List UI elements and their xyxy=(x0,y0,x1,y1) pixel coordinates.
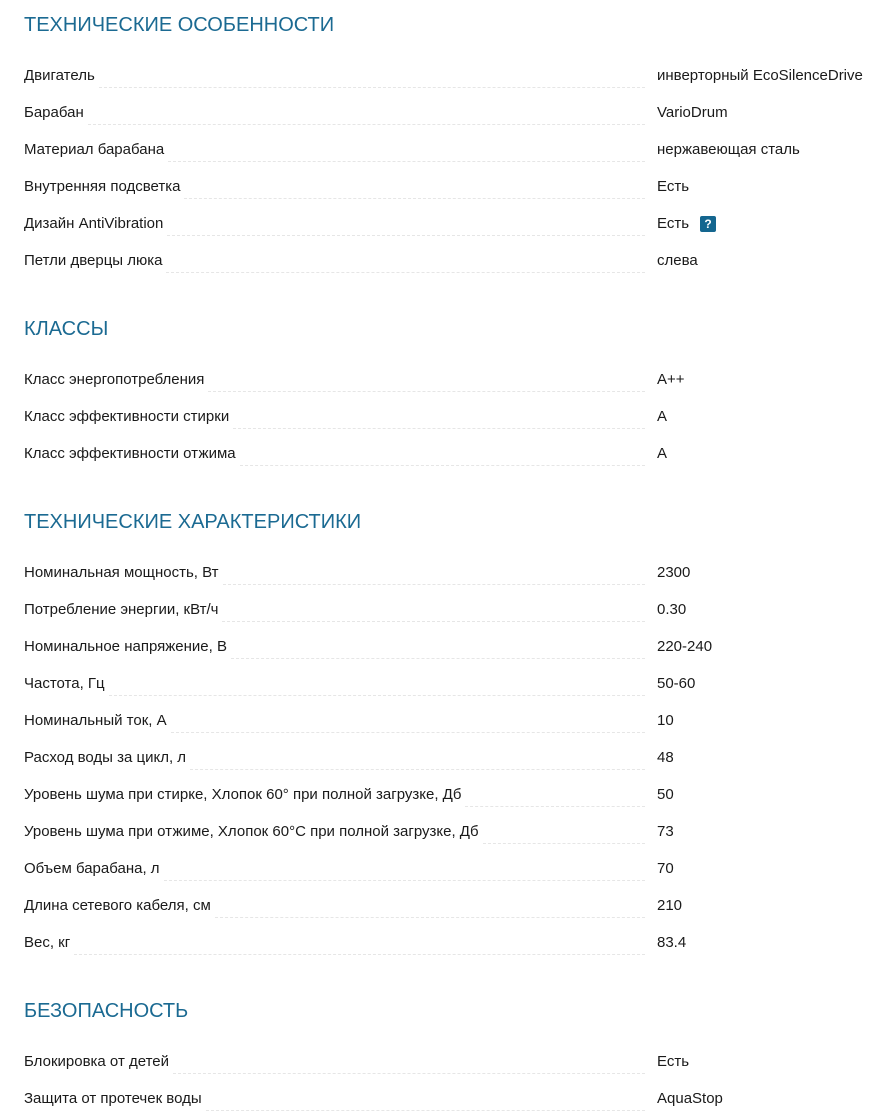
dotted-leader xyxy=(108,695,645,696)
spec-section: ТЕХНИЧЕСКИЕ ХАРАКТЕРИСТИКИ Номинальная мо… xyxy=(24,510,885,961)
section-title: ТЕХНИЧЕСКИЕ ХАРАКТЕРИСТИКИ xyxy=(24,511,362,533)
spec-row: Уровень шума при стирке, Хлопок 60° при … xyxy=(24,776,885,813)
spec-value: 2300 xyxy=(657,564,691,581)
spec-label: Потребление энергии, кВт/ч xyxy=(24,601,219,618)
dotted-leader xyxy=(98,87,645,88)
spec-row: Петли дверцы люка слева xyxy=(24,242,885,279)
spec-label: Уровень шума при отжиме, Хлопок 60°C при… xyxy=(24,823,479,840)
spec-label: Класс энергопотребления xyxy=(24,371,205,388)
dotted-leader xyxy=(205,1110,645,1111)
spec-label: Дизайн AntiVibration xyxy=(24,215,164,232)
spec-label: Номинальная мощность, Вт xyxy=(24,564,219,581)
spec-value: A xyxy=(657,445,668,462)
spec-label: Блокировка от детей xyxy=(24,1053,170,1070)
spec-value: инверторный EcoSilenceDrive xyxy=(657,67,863,84)
spec-label: Объем барабана, л xyxy=(24,860,160,877)
spec-row: Объем барабана, л 70 xyxy=(24,850,885,887)
spec-section: ТЕХНИЧЕСКИЕ ОСОБЕННОСТИ Двигатель инвертор… xyxy=(24,13,885,279)
dotted-leader xyxy=(173,1073,645,1074)
spec-label: Петли дверцы люка xyxy=(24,252,163,269)
spec-label: Частота, Гц xyxy=(24,675,105,692)
spec-value: 210 xyxy=(657,897,683,914)
spec-value: A++ xyxy=(657,371,685,388)
spec-row: Номинальное напряжение, В 220-240 xyxy=(24,628,885,665)
spec-row: Внутренняя подсветка Есть xyxy=(24,168,885,205)
spec-row: Защита от протечек воды AquaStop xyxy=(24,1080,885,1117)
spec-value: 83.4 xyxy=(657,934,687,951)
spec-row: Расход воды за цикл, л 48 xyxy=(24,739,885,776)
section-title: ТЕХНИЧЕСКИЕ ОСОБЕННОСТИ xyxy=(24,14,335,36)
spec-label: Материал барабана xyxy=(24,141,165,158)
spec-value: A xyxy=(657,408,668,425)
spec-label: Вес, кг xyxy=(24,934,71,951)
dotted-leader xyxy=(482,843,645,844)
spec-section: КЛАССЫ Класс энергопотребления A++ Класс эф… xyxy=(24,317,885,472)
spec-value: 50-60 xyxy=(657,675,696,692)
dotted-leader xyxy=(214,917,645,918)
spec-value: слева xyxy=(657,252,698,269)
spec-row: Частота, Гц 50-60 xyxy=(24,665,885,702)
dotted-leader xyxy=(239,465,645,466)
dotted-leader xyxy=(184,198,645,199)
spec-label: Внутренняя подсветка xyxy=(24,178,181,195)
spec-label: Защита от протечек воды xyxy=(24,1090,202,1107)
dotted-leader xyxy=(168,161,645,162)
spec-value: 50 xyxy=(657,786,674,803)
spec-row: Блокировка от детей Есть xyxy=(24,1043,885,1080)
spec-value: 48 xyxy=(657,749,674,766)
spec-value: Есть xyxy=(657,1053,690,1070)
spec-row: Дизайн AntiVibration Есть? xyxy=(24,205,885,242)
spec-value: 73 xyxy=(657,823,674,840)
spec-value: Есть xyxy=(657,215,690,232)
dotted-leader xyxy=(87,124,645,125)
spec-row: Потребление энергии, кВт/ч 0.30 xyxy=(24,591,885,628)
dotted-leader xyxy=(222,621,645,622)
dotted-leader xyxy=(167,235,645,236)
spec-row: Уровень шума при отжиме, Хлопок 60°C при… xyxy=(24,813,885,850)
spec-value: Есть xyxy=(657,178,690,195)
dotted-leader xyxy=(170,732,645,733)
spec-row: Номинальный ток, А 10 xyxy=(24,702,885,739)
spec-value: VarioDrum xyxy=(657,104,728,121)
spec-row: Двигатель инверторный EcoSilenceDrive xyxy=(24,57,885,94)
spec-value: AquaStop xyxy=(657,1090,723,1107)
dotted-leader xyxy=(74,954,645,955)
spec-label: Барабан xyxy=(24,104,84,121)
spec-label: Длина сетевого кабеля, см xyxy=(24,897,211,914)
dotted-leader xyxy=(465,806,645,807)
spec-row: Номинальная мощность, Вт 2300 xyxy=(24,554,885,591)
spec-row: Барабан VarioDrum xyxy=(24,94,885,131)
dotted-leader xyxy=(222,584,645,585)
spec-row: Класс эффективности стирки A xyxy=(24,398,885,435)
spec-label: Номинальное напряжение, В xyxy=(24,638,227,655)
help-icon[interactable]: ? xyxy=(700,215,717,232)
spec-value: 70 xyxy=(657,860,674,877)
dotted-leader xyxy=(233,428,645,429)
spec-row: Класс эффективности отжима A xyxy=(24,435,885,472)
spec-label: Двигатель xyxy=(24,67,95,84)
dotted-leader xyxy=(190,769,645,770)
dotted-leader xyxy=(163,880,645,881)
spec-label: Класс эффективности отжима xyxy=(24,445,236,462)
spec-value: нержавеющая сталь xyxy=(657,141,800,158)
spec-value: 10 xyxy=(657,712,674,729)
spec-value: 0.30 xyxy=(657,601,687,618)
spec-label: Номинальный ток, А xyxy=(24,712,167,729)
spec-section: БЕЗОПАСНОСТЬ Блокировка от детей Есть Защит… xyxy=(24,999,885,1117)
spec-label: Уровень шума при стирке, Хлопок 60° при … xyxy=(24,786,462,803)
dotted-leader xyxy=(166,272,645,273)
dotted-leader xyxy=(208,391,645,392)
spec-row: Материал барабана нержавеющая сталь xyxy=(24,131,885,168)
spec-value: 220-240 xyxy=(657,638,713,655)
spec-row: Длина сетевого кабеля, см 210 xyxy=(24,887,885,924)
spec-row: Вес, кг 83.4 xyxy=(24,924,885,961)
section-title: БЕЗОПАСНОСТЬ xyxy=(24,1000,189,1022)
spec-label: Расход воды за цикл, л xyxy=(24,749,187,766)
spec-row: Класс энергопотребления A++ xyxy=(24,361,885,398)
dotted-leader xyxy=(230,658,645,659)
spec-label: Класс эффективности стирки xyxy=(24,408,230,425)
section-title: КЛАССЫ xyxy=(24,318,109,340)
